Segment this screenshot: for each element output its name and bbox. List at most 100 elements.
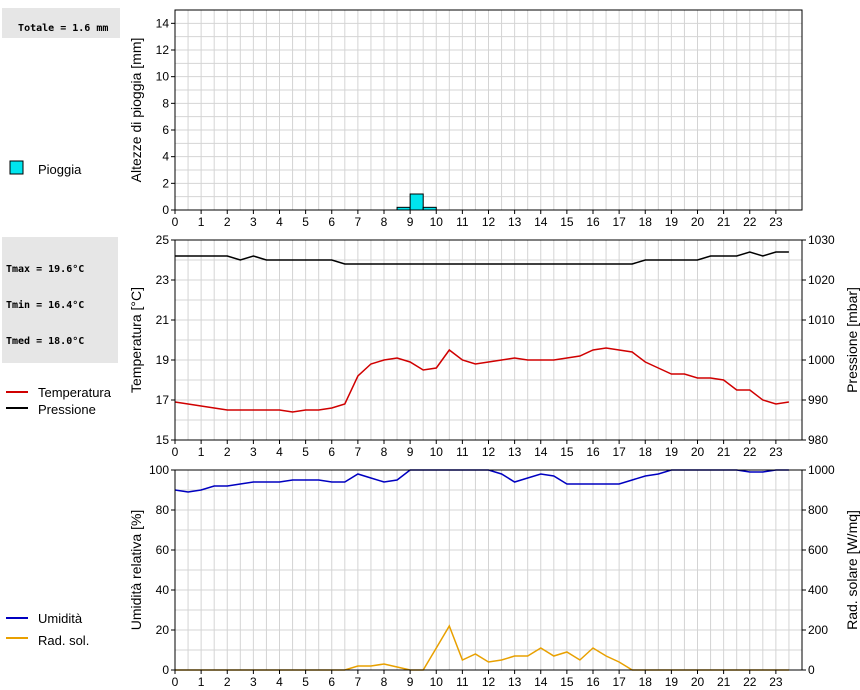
x-tick-label: 23	[769, 445, 783, 459]
x-tick-label: 6	[328, 675, 335, 689]
x-tick-label: 14	[534, 445, 548, 459]
x-tick-label: 20	[691, 445, 705, 459]
temperature-pressure-chart: 0 1 2 3 4 5 6 7 8 9 10 11 12 13 14 15 16 17 18 19 20 21 22 2315…	[128, 233, 860, 459]
x-tick-label: 5	[302, 675, 309, 689]
x-tick-label: 22	[743, 445, 757, 459]
series-line-temperatura	[174, 347, 790, 413]
x-tick-label: 2	[224, 445, 231, 459]
x-tick-label: 3	[250, 675, 257, 689]
rain-bar	[409, 193, 424, 211]
x-tick-label: 16	[586, 215, 600, 229]
x-tick-label: 9	[407, 215, 414, 229]
x-tick-label: 13	[508, 215, 522, 229]
y-tick-label-right: 980	[808, 433, 828, 447]
legend-temp-label: Temperatura	[38, 385, 112, 400]
x-tick-label: 9	[407, 675, 414, 689]
x-tick-label: 15	[560, 445, 574, 459]
x-tick-label: 0	[172, 675, 179, 689]
series-line-pressione	[175, 251, 789, 265]
y-tick-label: 40	[156, 583, 170, 597]
y-tick-label: 0	[162, 663, 169, 677]
x-tick-label: 8	[381, 445, 388, 459]
x-tick-label: 13	[508, 445, 522, 459]
x-tick-label: 11	[456, 215, 469, 229]
y-axis-label: Temperatura [°C]	[128, 287, 144, 393]
y-tick-label-right: 1020	[808, 273, 835, 287]
x-tick-label: 23	[769, 675, 783, 689]
y-tick-label: 2	[162, 176, 169, 190]
humidity-radiation-chart: 0 1 2 3 4 5 6 7 8 9 10 11 12 13 14 15 16 17 18 19 20 21 22 2302…	[128, 463, 860, 689]
x-tick-label: 7	[355, 215, 362, 229]
x-tick-label: 8	[381, 215, 388, 229]
y-tick-label: 20	[156, 623, 170, 637]
y-tick-label-right: 990	[808, 393, 828, 407]
y-tick-label-right: 1030	[808, 233, 835, 247]
y-tick-label: 15	[156, 433, 170, 447]
series-line-rad-sol	[175, 624, 789, 671]
series-line-umidit	[174, 469, 789, 493]
y-axis-label: Altezze di pioggia [mm]	[128, 38, 144, 183]
x-tick-label: 4	[276, 215, 283, 229]
x-tick-label: 0	[172, 445, 179, 459]
x-tick-label: 14	[534, 675, 548, 689]
x-tick-label: 10	[430, 675, 444, 689]
x-tick-label: 10	[430, 215, 444, 229]
x-tick-label: 19	[665, 215, 679, 229]
x-tick-label: 14	[534, 215, 548, 229]
y-tick-label-right: 600	[808, 543, 828, 557]
x-tick-label: 9	[407, 445, 414, 459]
x-tick-label: 4	[276, 445, 283, 459]
x-tick-label: 6	[328, 445, 335, 459]
y-tick-label: 60	[156, 543, 170, 557]
x-tick-label: 21	[717, 215, 731, 229]
x-tick-label: 21	[717, 445, 731, 459]
y-tick-label: 10	[156, 70, 170, 84]
legend: Pioggia Temperatura Pressione Umidità Ra…	[6, 160, 112, 648]
y-tick-label-right: 0	[808, 663, 815, 677]
x-tick-label: 7	[355, 445, 362, 459]
x-tick-label: 18	[639, 675, 653, 689]
x-tick-label: 22	[743, 215, 757, 229]
x-tick-label: 20	[691, 215, 705, 229]
y-tick-label: 6	[162, 123, 169, 137]
rain-chart: 0 1 2 3 4 5 6 7 8 9 10 11 12 13 14 15 16 17 18 19 20 21 22 2302…	[128, 9, 803, 229]
temperature-stats-box: Tmax = 19.6°C Tmin = 16.4°C Tmed = 18.0°…	[2, 237, 118, 363]
x-tick-label: 22	[743, 675, 757, 689]
x-tick-label: 4	[276, 675, 283, 689]
y-tick-label-right: 1010	[808, 313, 835, 327]
x-tick-label: 17	[612, 445, 626, 459]
legend-pressure-label: Pressione	[38, 402, 96, 417]
y-tick-label: 19	[156, 353, 170, 367]
x-tick-label: 18	[639, 445, 653, 459]
x-tick-label: 8	[381, 675, 388, 689]
x-tick-label: 12	[482, 215, 496, 229]
y-tick-label: 14	[156, 16, 170, 30]
y-axis-label-right: Pressione [mbar]	[844, 287, 860, 393]
x-tick-label: 15	[560, 675, 574, 689]
x-tick-label: 23	[769, 215, 783, 229]
x-tick-label: 11	[456, 675, 469, 689]
legend-rain-swatch	[9, 160, 24, 175]
legend-radiation-label: Rad. sol.	[38, 633, 89, 648]
x-tick-label: 2	[224, 215, 231, 229]
x-tick-label: 3	[250, 215, 257, 229]
x-tick-label: 5	[302, 445, 309, 459]
y-tick-label: 25	[156, 233, 170, 247]
x-tick-label: 0	[172, 215, 179, 229]
y-tick-label-right: 200	[808, 623, 828, 637]
x-tick-label: 20	[691, 675, 705, 689]
x-tick-label: 16	[586, 445, 600, 459]
x-tick-label: 1	[198, 675, 205, 689]
y-tick-label: 4	[162, 150, 169, 164]
y-tick-label: 17	[156, 393, 170, 407]
x-tick-label: 19	[665, 675, 679, 689]
x-tick-label: 11	[456, 445, 469, 459]
rain-total-box: Totale = 1.6 mm	[2, 8, 120, 38]
y-tick-label-right: 1000	[808, 463, 835, 477]
x-tick-label: 21	[717, 675, 731, 689]
x-tick-label: 2	[224, 675, 231, 689]
tmed-text: Tmed = 18.0°C	[6, 336, 85, 347]
tmax-text: Tmax = 19.6°C	[6, 264, 85, 275]
y-axis-label-right: Rad. solare [W/mq]	[844, 510, 860, 630]
